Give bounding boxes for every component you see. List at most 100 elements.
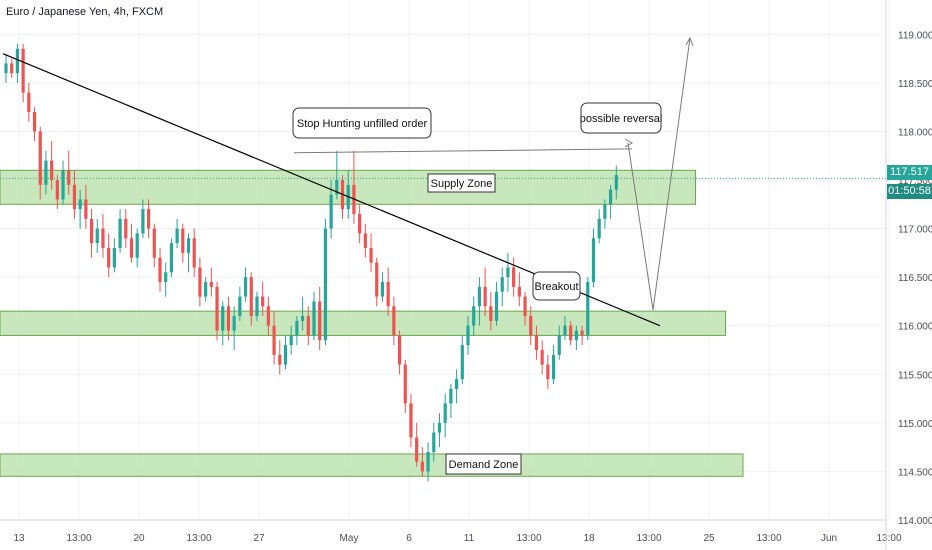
candle-body — [323, 228, 328, 341]
candle-body — [124, 218, 128, 239]
candle-body — [449, 388, 453, 404]
y-tick-label: 116.000 — [898, 322, 932, 333]
candle-body — [494, 291, 499, 321]
candle-body — [472, 306, 476, 326]
candle-body — [608, 189, 613, 205]
y-tick-label: 114.500 — [898, 467, 932, 478]
candle-body — [101, 228, 105, 248]
y-tick-label: 119.000 — [898, 30, 932, 41]
x-tick-label: 13:00 — [186, 533, 211, 544]
candle-body — [586, 282, 590, 336]
candle-body — [204, 282, 208, 297]
candle-body — [72, 184, 77, 210]
candle-body — [107, 248, 111, 268]
y-tick-label: 115.000 — [898, 419, 932, 430]
candle-body — [335, 180, 339, 195]
projection-arrow-head — [685, 36, 694, 47]
candle-body — [215, 286, 219, 331]
candle-body — [403, 364, 407, 404]
candle-body — [557, 335, 561, 355]
candle-body — [278, 354, 282, 365]
candle-body — [295, 320, 299, 336]
candle-body — [369, 248, 373, 263]
hunt-arrow-line — [293, 148, 633, 154]
candle-body — [306, 316, 310, 336]
candle-body — [50, 160, 54, 180]
candle-body — [272, 325, 276, 355]
candle-body — [466, 325, 470, 346]
candle-body — [517, 286, 521, 297]
annotation-text: Supply Zone — [431, 178, 493, 190]
y-tick-label: 118.000 — [898, 127, 932, 138]
candle-body — [249, 277, 253, 316]
x-tick-label: 13 — [13, 533, 25, 544]
candle-body — [55, 180, 59, 200]
candle-body — [546, 364, 550, 380]
candle-body — [4, 63, 8, 74]
x-tick-label: 11 — [464, 533, 475, 544]
candle-body — [380, 282, 385, 297]
candle-body — [375, 262, 379, 297]
annotation-text: possible reversal — [580, 113, 663, 125]
x-tick-label: 18 — [583, 533, 595, 544]
chart-title: Euro / Japanese Yen, 4h, FXCM — [6, 6, 164, 18]
annotation-text: Demand Zone — [449, 459, 519, 471]
candle-body — [141, 209, 145, 234]
x-tick-label: May — [340, 533, 359, 544]
candle-body — [597, 218, 601, 239]
candle-body — [551, 354, 556, 380]
candle-body — [529, 316, 533, 336]
candle-body — [21, 48, 25, 93]
candle-body — [300, 316, 305, 321]
zone-rect — [0, 310, 726, 336]
bar-countdown-label: 01:50:58 — [887, 184, 932, 199]
candle-body — [238, 296, 242, 316]
candle-body — [67, 170, 71, 185]
candle-body — [580, 330, 584, 336]
candle-body — [534, 335, 539, 350]
annotation-box — [445, 453, 522, 475]
y-tick-label: 115.500 — [898, 370, 932, 381]
candle-body — [318, 301, 322, 341]
candle-body — [255, 296, 259, 316]
y-tick-label: 114.000 — [898, 516, 932, 527]
candle-body — [135, 233, 139, 258]
candles-layer — [4, 44, 618, 482]
candle-body — [512, 267, 516, 287]
candle-body — [164, 272, 168, 282]
x-tick-label: 13:00 — [756, 533, 781, 544]
grid-lines — [0, 0, 890, 521]
candle-body — [118, 218, 122, 248]
annotation-box — [427, 173, 496, 193]
candle-body — [158, 257, 162, 282]
candle-body — [78, 199, 82, 210]
candle-body — [112, 248, 116, 268]
candle-body — [95, 228, 99, 244]
candle-body — [603, 204, 607, 219]
candle-body — [523, 296, 527, 316]
candle-body — [420, 461, 424, 472]
candle-body — [454, 379, 459, 389]
x-tick-label: 13:00 — [876, 533, 901, 544]
annotations-layer: Stop Hunting unfilled order possible reve… — [292, 102, 663, 475]
candle-body — [591, 238, 596, 282]
candle-body — [226, 306, 231, 331]
candle-body — [209, 282, 213, 287]
current-price-label: 117.517 — [887, 165, 932, 180]
candle-body — [221, 306, 225, 331]
candle-body — [358, 214, 362, 234]
candle-body — [38, 131, 42, 185]
x-tick-label: 13:00 — [636, 533, 661, 544]
zones-layer — [0, 169, 744, 477]
candle-body — [266, 306, 270, 326]
candle-body — [460, 345, 464, 380]
candle-body — [392, 306, 396, 336]
candle-body — [540, 350, 544, 365]
candle-body — [477, 286, 482, 307]
annotation-box — [580, 102, 662, 134]
candle-body — [198, 267, 202, 297]
candle-body — [415, 437, 419, 462]
candle-body — [146, 209, 151, 229]
